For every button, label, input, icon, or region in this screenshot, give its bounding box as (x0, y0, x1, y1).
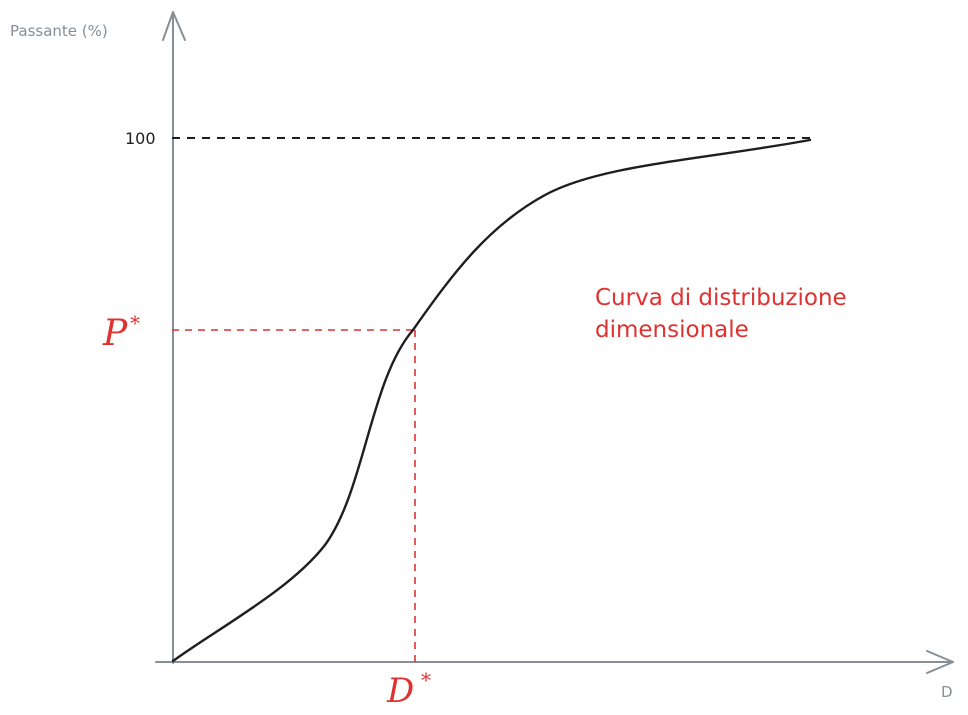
distribution-curve (171, 138, 812, 663)
annotation-line-1: Curva di distribuzione (595, 285, 847, 311)
x-axis-arrowhead (926, 650, 954, 674)
p-star-label: P (102, 313, 128, 354)
tick-label-100: 100 (125, 129, 156, 148)
d-star-asterisk: * (421, 668, 431, 692)
annotation-line-2: dimensionale (595, 317, 749, 343)
d-star-label: D (386, 671, 414, 711)
y-axis-label: Passante (%) (10, 22, 108, 40)
y-axis-arrowhead (162, 11, 186, 41)
p-star-asterisk: * (130, 311, 140, 335)
x-axis-label: D (941, 683, 953, 701)
